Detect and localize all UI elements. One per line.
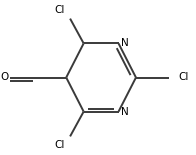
Text: Cl: Cl xyxy=(54,140,65,150)
Text: N: N xyxy=(122,38,129,48)
Text: Cl: Cl xyxy=(178,73,189,82)
Text: O: O xyxy=(1,73,9,82)
Text: N: N xyxy=(122,107,129,117)
Text: Cl: Cl xyxy=(54,5,65,15)
